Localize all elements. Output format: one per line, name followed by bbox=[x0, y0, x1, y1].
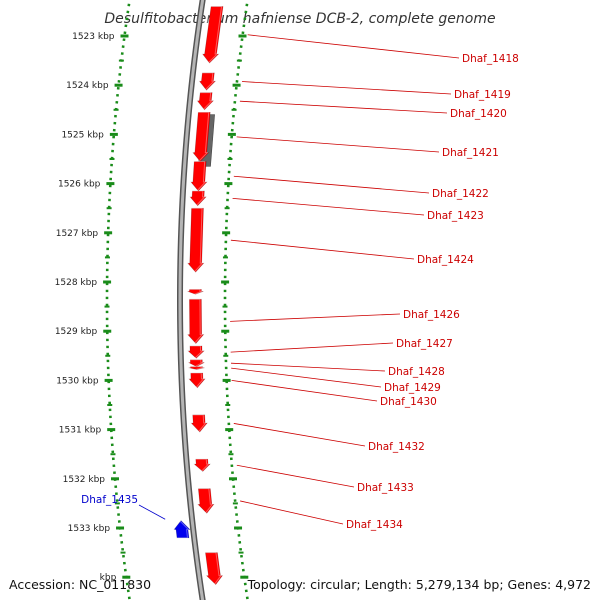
gene-dhaf_1432 bbox=[190, 414, 208, 433]
gene-dhaf_1424-highlight bbox=[185, 207, 204, 273]
gene-dhaf_1421 bbox=[192, 111, 211, 162]
label-connector-dhaf_1435 bbox=[138, 504, 166, 520]
label-connector-dhaf_1432 bbox=[233, 423, 366, 447]
ruler-tick-label-1524: 1524 kbp bbox=[66, 81, 109, 91]
gene-dhaf_1420 bbox=[196, 92, 215, 111]
label-dhaf_1432: Dhaf_1432 bbox=[368, 441, 425, 453]
map-title: Desulfitobacterium hafniense DCB-2, comp… bbox=[104, 11, 495, 27]
gene-dhaf_1423-highlight bbox=[187, 190, 206, 207]
ruler-tick-label-1532: 1532 kbp bbox=[63, 475, 106, 485]
gene-dhaf_1419 bbox=[198, 72, 217, 91]
gene-unlabeled-0 bbox=[187, 289, 204, 295]
gene-dhaf_1434 bbox=[197, 488, 215, 514]
gene-dhaf_1429 bbox=[188, 366, 205, 370]
gene-dhaf_1419-highlight bbox=[196, 72, 216, 91]
gene-dhaf_1418-highlight bbox=[200, 5, 223, 64]
gene-dhaf_1422-highlight bbox=[188, 160, 207, 192]
label-dhaf_1421: Dhaf_1421 bbox=[442, 147, 499, 159]
label-dhaf_1434: Dhaf_1434 bbox=[346, 519, 403, 531]
label-connector-dhaf_1424 bbox=[230, 239, 415, 260]
gene-dhaf_1427 bbox=[187, 345, 205, 359]
gene-dhaf_1426-highlight bbox=[185, 298, 204, 345]
gene-dhaf_1426 bbox=[187, 298, 205, 344]
topology-text: Topology: circular; Length: 5,279,134 bp… bbox=[247, 577, 591, 592]
ruler-tick-label-1525: 1525 kbp bbox=[61, 130, 104, 140]
accession-text: Accession: NC_011830 bbox=[9, 577, 152, 592]
gene-dhaf_1428 bbox=[188, 359, 205, 367]
gene-dhaf_1418 bbox=[201, 6, 224, 64]
gene-dhaf_1430 bbox=[188, 372, 206, 389]
gene-dhaf_1435 bbox=[173, 520, 191, 539]
label-dhaf_1419: Dhaf_1419 bbox=[454, 89, 511, 101]
gene-dhaf_1429-highlight bbox=[186, 366, 204, 371]
label-connector-dhaf_1418 bbox=[247, 34, 460, 59]
gene-dhaf_1422 bbox=[190, 161, 208, 192]
label-connector-dhaf_1428 bbox=[230, 362, 386, 372]
label-connector-dhaf_1430 bbox=[231, 380, 378, 402]
label-dhaf_1423: Dhaf_1423 bbox=[427, 210, 484, 222]
ruler-tick-label-1533: 1533 kbp bbox=[68, 524, 111, 534]
feature-track bbox=[171, 5, 224, 586]
gene-dhaf_1432-highlight bbox=[188, 414, 207, 433]
label-connector-dhaf_1419 bbox=[241, 81, 452, 95]
label-connector-dhaf_1433 bbox=[236, 464, 355, 488]
label-connector-dhaf_1426 bbox=[230, 313, 401, 322]
label-connector-dhaf_1427 bbox=[230, 342, 394, 353]
ruler-tick-label-1523: 1523 kbp bbox=[72, 32, 115, 42]
ruler-tick-label-1530: 1530 kbp bbox=[56, 376, 99, 386]
ruler-tick-label-1534: kbp bbox=[100, 573, 117, 583]
label-connector-dhaf_1423 bbox=[232, 197, 425, 216]
gene-dhaf_1430-highlight bbox=[186, 372, 205, 389]
label-dhaf_1433: Dhaf_1433 bbox=[357, 482, 414, 494]
ruler-tick-label-1528: 1528 kbp bbox=[55, 278, 98, 288]
ruler-tick-label-1526: 1526 kbp bbox=[58, 180, 101, 190]
gene-dhaf_1427-highlight bbox=[185, 345, 204, 359]
ruler-dotted-line-inner bbox=[105, 0, 131, 600]
ruler-track: 1523 kbp 1524 kbp 1525 kbp 1526 kbp 1527 kbp… bbox=[55, 0, 249, 600]
ruler-tick-label-1527: 1527 kbp bbox=[56, 229, 99, 239]
gene-dhaf_1421-highlight bbox=[190, 111, 210, 163]
gene-labels: Dhaf_1418 Dhaf_1419 Dhaf_1420 Dhaf_1421 Dhaf… bbox=[81, 34, 519, 531]
gene-unlabeled-1 bbox=[205, 552, 224, 586]
ruler-dotted-line-outer bbox=[223, 0, 249, 600]
genome-backbone bbox=[176, 0, 206, 600]
gene-dhaf_1424 bbox=[187, 207, 205, 273]
gene-dhaf_1434-highlight bbox=[195, 488, 214, 514]
label-connector-dhaf_1429 bbox=[231, 367, 382, 388]
label-dhaf_1426: Dhaf_1426 bbox=[403, 309, 460, 321]
label-connector-dhaf_1421 bbox=[236, 136, 440, 153]
label-dhaf_1430: Dhaf_1430 bbox=[380, 396, 437, 408]
ruler-tick-label-1531: 1531 kbp bbox=[59, 426, 102, 436]
gene-dhaf_1420-highlight bbox=[194, 92, 214, 111]
label-dhaf_1427: Dhaf_1427 bbox=[396, 338, 453, 350]
gene-dhaf_1423 bbox=[189, 190, 207, 207]
backbone-inner-line bbox=[178, 0, 205, 600]
label-connector-dhaf_1422 bbox=[233, 175, 430, 194]
gene-dhaf_1433-highlight bbox=[191, 458, 210, 473]
label-connector-dhaf_1420 bbox=[239, 100, 448, 114]
label-dhaf_1420: Dhaf_1420 bbox=[450, 108, 507, 120]
label-connector-dhaf_1434 bbox=[240, 500, 344, 525]
label-dhaf_1418: Dhaf_1418 bbox=[462, 53, 519, 65]
label-dhaf_1435: Dhaf_1435 bbox=[81, 494, 138, 506]
label-dhaf_1429: Dhaf_1429 bbox=[384, 382, 441, 394]
gene-dhaf_1428-highlight bbox=[186, 359, 204, 368]
label-dhaf_1424: Dhaf_1424 bbox=[417, 254, 474, 266]
label-dhaf_1422: Dhaf_1422 bbox=[432, 188, 489, 200]
label-dhaf_1428: Dhaf_1428 bbox=[388, 366, 445, 378]
gene-dhaf_1435-highlight bbox=[171, 519, 190, 539]
gene-unlabeled-0-highlight bbox=[185, 288, 203, 295]
gene-unlabeled-1-highlight bbox=[203, 552, 222, 586]
ruler-tick-label-1529: 1529 kbp bbox=[55, 327, 98, 337]
gene-dhaf_1433 bbox=[193, 458, 211, 472]
